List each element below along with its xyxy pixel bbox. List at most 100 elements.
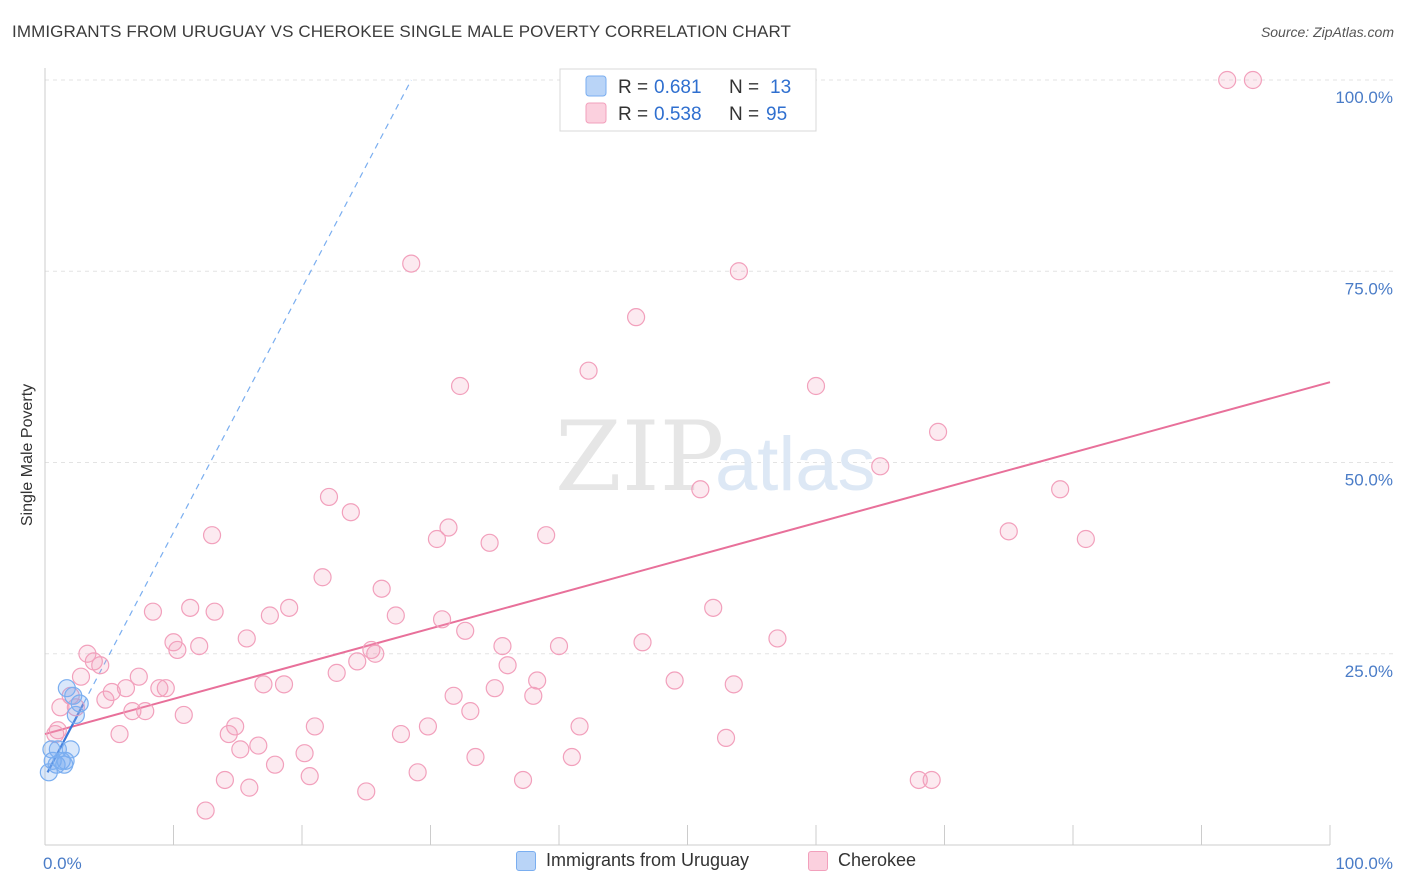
legend-swatch-cherokee-bottom	[808, 850, 828, 871]
cherokee-point	[716, 728, 736, 748]
cherokee-point	[156, 679, 175, 698]
cherokee-point	[391, 724, 411, 744]
uruguay-point	[39, 763, 58, 782]
stat-r-label-uruguay: R =	[618, 77, 648, 98]
cherokee-point	[300, 767, 319, 786]
cherokee-point	[215, 770, 234, 790]
cherokee-point	[51, 698, 70, 717]
cherokee-point	[493, 636, 512, 656]
legend-swatch-uruguay-bottom	[516, 850, 536, 871]
uruguay-trend-extension	[83, 79, 412, 704]
cherokee-point	[202, 526, 222, 545]
cherokee-point	[366, 644, 385, 663]
cherokee-point	[466, 747, 485, 767]
stat-r-value-uruguay: 0.681	[654, 77, 702, 98]
cherokee-point	[196, 801, 215, 820]
cherokee-point	[665, 671, 684, 690]
cherokee-point	[427, 529, 447, 549]
cherokee-point	[319, 487, 339, 507]
uruguay-point	[66, 705, 85, 725]
stat-r-label-cherokee: R =	[618, 104, 648, 125]
cherokee-point	[871, 457, 890, 476]
cherokee-point	[313, 568, 332, 587]
x-tick-label: 100.0%	[1335, 854, 1393, 873]
cherokee-point	[524, 686, 543, 705]
y-tick-label: 50.0%	[1345, 471, 1393, 490]
y-tick-label: 25.0%	[1345, 662, 1393, 681]
cherokee-point	[418, 717, 438, 736]
cherokee-point	[1051, 480, 1070, 499]
cherokee-point	[71, 667, 91, 686]
cherokee-point	[549, 636, 569, 656]
cherokee-point	[249, 736, 268, 755]
cherokee-point	[305, 717, 324, 736]
stat-n-label-cherokee: N =	[729, 104, 759, 125]
cherokee-point	[461, 702, 480, 721]
legend-item-cherokee: Cherokee	[808, 850, 916, 871]
cherokee-point	[579, 361, 598, 380]
cherokee-point	[729, 262, 749, 281]
cherokee-point	[922, 770, 941, 790]
cherokee-point	[439, 518, 458, 537]
stat-n-value-cherokee: 95	[766, 104, 787, 125]
stats-legend: R = 0.681 N = 13 R = 0.538 N = 95	[559, 68, 817, 132]
stat-n-value-uruguay: 13	[770, 77, 791, 98]
cherokee-point	[1243, 70, 1263, 90]
cherokee-point	[226, 717, 245, 736]
cherokee-point	[724, 675, 743, 694]
stat-r-value-cherokee: 0.538	[654, 104, 702, 125]
cherokee-point	[444, 686, 463, 705]
cherokee-point	[768, 629, 787, 648]
cherokee-point	[386, 606, 405, 625]
cherokee-point	[408, 763, 427, 782]
cherokee-point	[48, 721, 67, 740]
cherokee-point	[372, 579, 391, 598]
cherokee-point	[570, 717, 589, 736]
legend-item-uruguay: Immigrants from Uruguay	[516, 850, 749, 871]
cherokee-point	[205, 602, 224, 621]
cherokee-point	[295, 744, 314, 763]
cherokee-point	[260, 606, 279, 625]
bottom-legend: Immigrants from Uruguay Cherokee	[0, 850, 1406, 878]
uruguay-point	[70, 694, 89, 713]
cherokee-point	[450, 376, 470, 396]
cherokee-point	[327, 663, 346, 682]
cherokee-point	[129, 667, 148, 686]
uruguay-point	[42, 740, 61, 759]
watermark: ZIP atlas	[555, 401, 876, 513]
cherokee-point	[280, 598, 299, 617]
cherokee-point	[633, 633, 652, 652]
cherokee-point	[150, 679, 169, 698]
cherokee-point	[116, 679, 136, 698]
cherokee-point	[231, 740, 250, 759]
watermark-zip: ZIP	[555, 401, 724, 513]
cherokee-point	[123, 702, 142, 721]
cherokee-point	[928, 422, 948, 441]
data-points	[39, 70, 1263, 820]
cherokee-point	[513, 770, 533, 790]
cherokee-point	[480, 533, 499, 552]
gridlines	[45, 79, 1395, 655]
cherokee-point	[704, 598, 723, 617]
cherokee-point	[456, 621, 475, 640]
cherokee-point	[190, 636, 209, 656]
legend-label-cherokee: Cherokee	[838, 850, 917, 870]
cherokee-point	[174, 705, 193, 725]
cherokee-point	[240, 778, 259, 797]
uruguay-point	[61, 740, 80, 759]
cherokee-point	[91, 656, 110, 675]
legend-label-uruguay: Immigrants from Uruguay	[546, 850, 750, 870]
cherokee-point	[498, 656, 517, 675]
cherokee-point	[168, 640, 187, 660]
chart-source: Source: ZipAtlas.com	[1260, 24, 1394, 40]
cherokee-point	[181, 598, 200, 617]
legend-swatch-uruguay	[585, 75, 607, 97]
cherokee-point	[1218, 70, 1237, 90]
y-tick-label: 100.0%	[1335, 88, 1393, 107]
cherokee-point	[254, 675, 273, 694]
tick-labels: 25.0% 50.0% 75.0% 100.0% 0.0% 100.0%	[43, 88, 1393, 873]
cherokee-point	[110, 724, 129, 744]
cherokee-point	[537, 526, 556, 545]
cherokee-point	[102, 682, 121, 702]
